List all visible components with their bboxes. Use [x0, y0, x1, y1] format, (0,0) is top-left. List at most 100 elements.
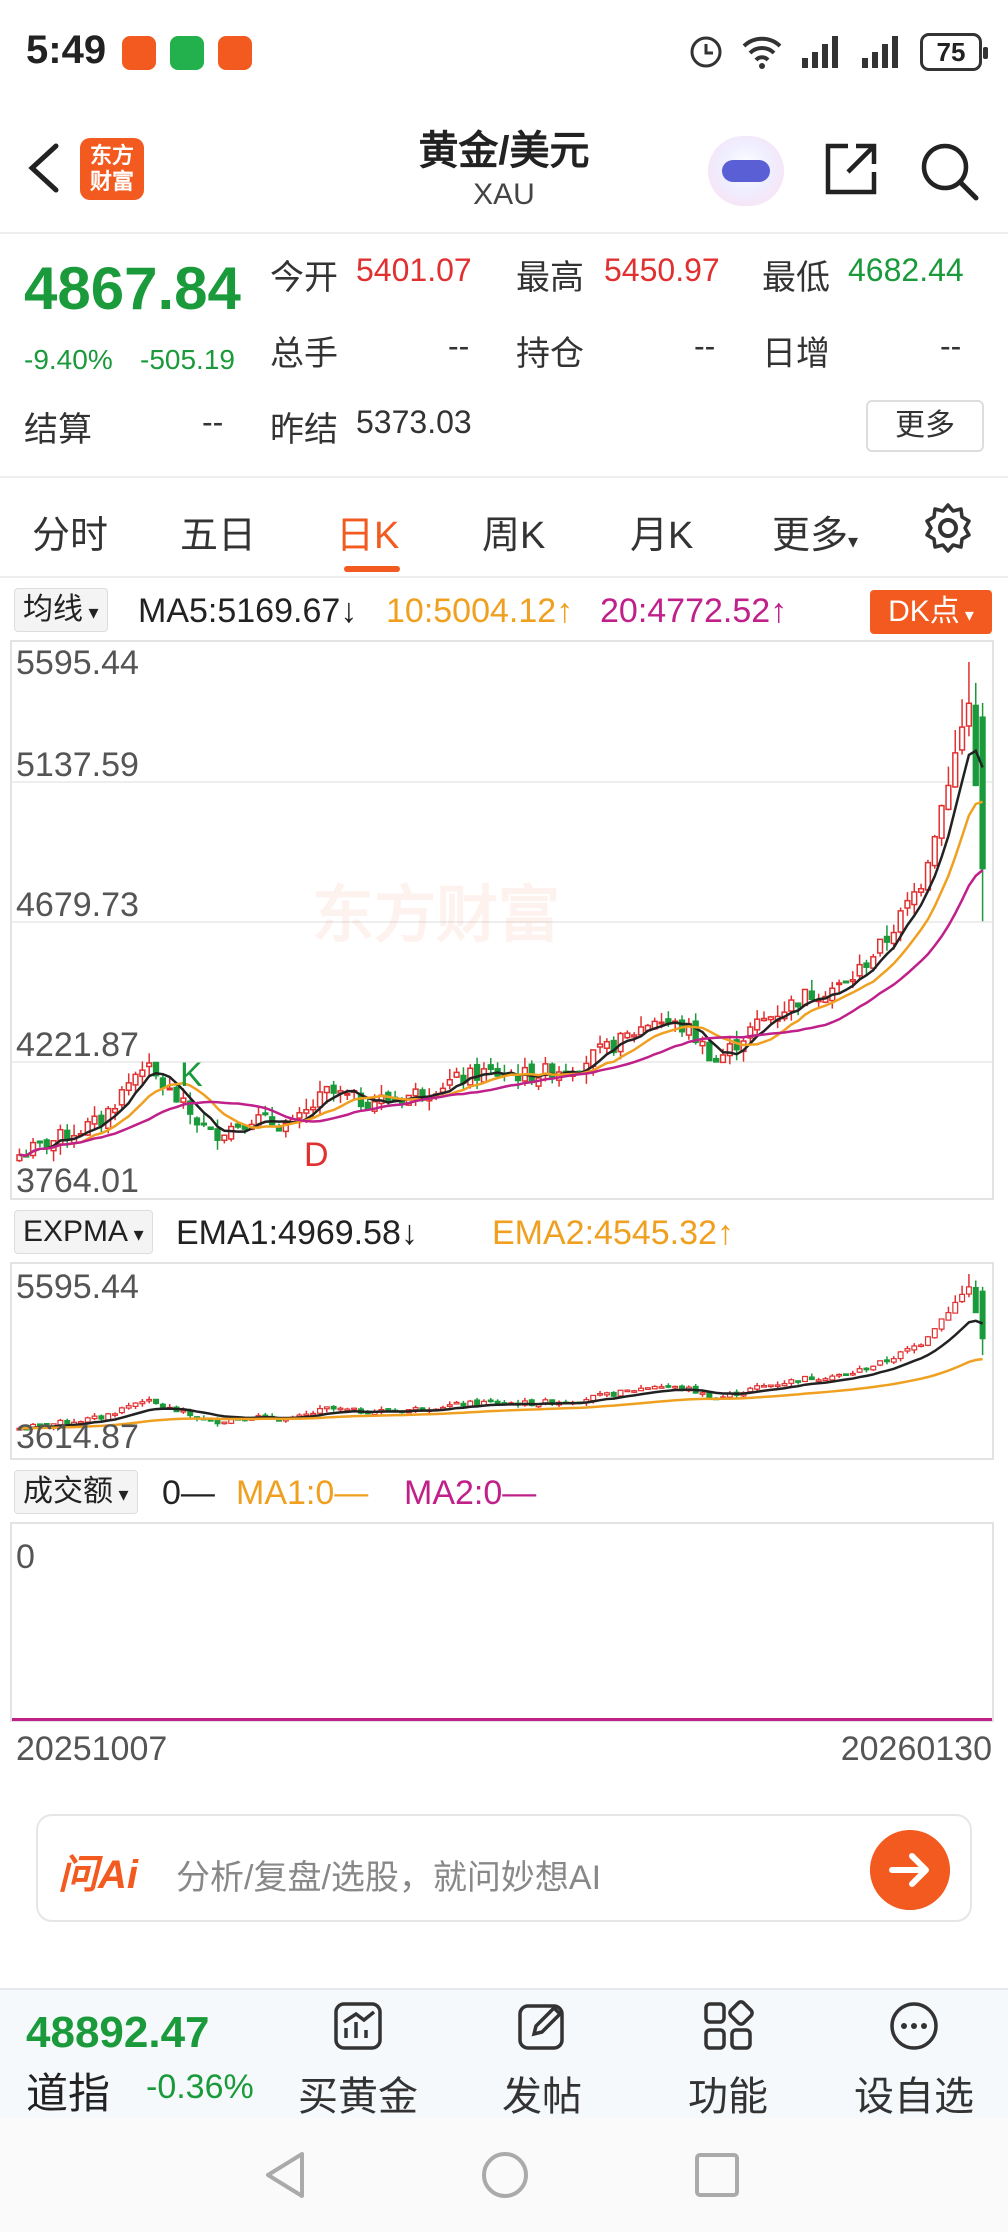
buy-gold-button[interactable]: 买黄金: [288, 1990, 428, 2120]
expma-selector[interactable]: EXPMA ▾: [14, 1210, 153, 1254]
back-icon[interactable]: [22, 142, 66, 194]
ai-logo: 问Ai: [58, 1853, 138, 1897]
ai-assistant-icon[interactable]: [708, 136, 784, 206]
watermark: 东方财富: [312, 881, 561, 950]
add-watchlist-label: 设自选: [854, 2075, 974, 2119]
expma-candle-body: [842, 1373, 849, 1377]
expma-candle-body: [112, 1413, 119, 1416]
ai-question-bar[interactable]: 问Ai 分析/复盘/选股，就问妙想AI: [36, 1814, 972, 1922]
candle-body: [446, 1078, 453, 1086]
dk-point-button[interactable]: DK点 ▾: [870, 590, 992, 634]
expma-candle-body: [877, 1360, 884, 1366]
expma-chart[interactable]: 5595.44 3614.87: [10, 1262, 994, 1460]
expma-candle-body: [863, 1367, 870, 1371]
ema2-line: [19, 1357, 983, 1430]
search-icon[interactable]: [918, 140, 980, 202]
candle-body: [132, 1073, 139, 1086]
signal-k: K: [180, 1056, 203, 1094]
candle-body: [760, 1017, 768, 1022]
position-label: 持仓: [516, 335, 584, 373]
chevron-down-icon: ▾: [128, 1224, 144, 1246]
wechat-icon: [170, 36, 204, 70]
expma-candle-body: [665, 1385, 672, 1388]
ma-selector[interactable]: 均线 ▾: [14, 588, 108, 632]
change-percent: -9.40%: [24, 344, 113, 375]
candle-body: [754, 1018, 761, 1031]
candle-body: [180, 1097, 187, 1103]
volume-selector[interactable]: 成交额 ▾: [14, 1470, 138, 1514]
expma-candle-body: [795, 1380, 802, 1383]
candle-body: [303, 1108, 310, 1114]
expma-candle-body: [153, 1398, 160, 1405]
volume-chart[interactable]: 0: [10, 1522, 994, 1722]
candle-body: [624, 1032, 631, 1039]
wifi-icon: [742, 36, 782, 69]
expma-candle-body: [351, 1407, 358, 1411]
candle-body: [173, 1086, 180, 1103]
candle-body: [159, 1077, 167, 1089]
expma-candle-body: [84, 1417, 91, 1423]
expma-candle-body: [774, 1384, 781, 1388]
nav-back-icon[interactable]: [262, 2150, 310, 2200]
date-end: 20260130: [840, 1730, 992, 1768]
index-name[interactable]: 道指: [26, 2070, 111, 2117]
volume-value: --: [448, 328, 470, 364]
open-value: 5401.07: [356, 252, 472, 288]
candle-body: [221, 1134, 228, 1141]
candle-body: [863, 962, 870, 968]
position-value: --: [694, 328, 716, 364]
y-axis-max: 5595.44: [16, 644, 139, 682]
expma-candle-body: [221, 1421, 228, 1425]
features-button[interactable]: 功能: [658, 1990, 798, 2120]
candle-body: [603, 1040, 611, 1049]
expma-candle-body: [610, 1391, 617, 1397]
post-label: 发帖: [502, 2075, 582, 2119]
ma-indicator-row: 均线 ▾ MA5:5169.67↓ 10:5004.12↑ 20:4772.52…: [0, 584, 1008, 634]
y-axis-min: 3764.01: [16, 1162, 139, 1200]
volume-baseline: [12, 1718, 992, 1721]
index-value[interactable]: 48892.47: [26, 2008, 210, 2057]
candle-body: [371, 1100, 378, 1112]
expma-candle-body: [883, 1359, 890, 1363]
candle-body: [549, 1063, 556, 1079]
nav-home-icon[interactable]: [480, 2150, 530, 2200]
battery-level: 75: [936, 36, 966, 67]
tab-daily-k[interactable]: 日K: [336, 515, 400, 557]
expma-candle-body: [931, 1328, 938, 1339]
gear-icon[interactable]: [922, 502, 974, 554]
nav-recents-icon[interactable]: [694, 2152, 740, 2198]
share-icon[interactable]: [822, 140, 880, 198]
expma-candle-body: [337, 1407, 344, 1411]
expma-candle-body: [631, 1390, 638, 1393]
candle-body: [473, 1063, 481, 1081]
expma-candle-body: [651, 1385, 658, 1390]
open-label: 今开: [270, 259, 338, 297]
tab-weekly-k[interactable]: 周K: [482, 515, 546, 557]
tab-monthly-k[interactable]: 月K: [630, 515, 694, 557]
chart-icon: [334, 2002, 382, 2050]
arrow-right-icon[interactable]: [870, 1830, 950, 1910]
tab-five-day[interactable]: 五日: [180, 515, 257, 557]
page-subtitle: XAU: [473, 178, 535, 211]
expma-candle-body: [446, 1404, 453, 1408]
add-watchlist-button[interactable]: 设自选: [844, 1990, 984, 2120]
ai-input-placeholder[interactable]: 分析/复盘/选股，就问妙想AI: [176, 1859, 602, 1897]
expma-candle-body: [822, 1378, 829, 1382]
expma-selector-label: EXPMA: [23, 1215, 129, 1248]
expma-candle-body: [658, 1386, 665, 1389]
more-quote-button[interactable]: 更多: [866, 400, 984, 452]
candle-body: [16, 1154, 23, 1162]
candle-body: [193, 1117, 201, 1126]
candle-body: [835, 982, 843, 986]
candlestick-chart[interactable]: 5595.44 5137.59 4679.73 4221.87 3764.01 …: [10, 640, 994, 1200]
post-button[interactable]: 发帖: [472, 1990, 612, 2120]
app-logo[interactable]: 东方财富: [80, 138, 144, 200]
tab-intraday[interactable]: 分时: [32, 515, 109, 557]
volume-value: 0—: [162, 1474, 215, 1512]
expma-candle-body: [754, 1385, 761, 1390]
expma-candle-body: [91, 1415, 98, 1420]
active-tab-indicator: [344, 566, 400, 572]
high-value: 5450.97: [604, 252, 720, 288]
expma-candle-body: [767, 1384, 774, 1388]
tab-more[interactable]: 更多▾: [772, 504, 858, 559]
